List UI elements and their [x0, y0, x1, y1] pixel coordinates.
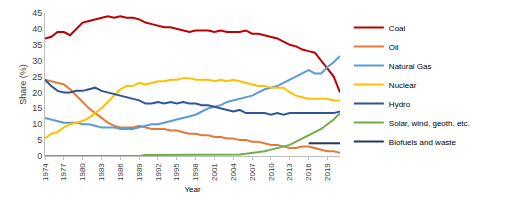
svg-text:2001: 2001	[210, 163, 219, 181]
svg-text:Natural Gas: Natural Gas	[389, 62, 432, 71]
svg-text:2019: 2019	[323, 163, 332, 181]
svg-text:1977: 1977	[59, 163, 68, 181]
svg-text:1974: 1974	[41, 163, 50, 181]
svg-text:20: 20	[32, 88, 42, 98]
svg-text:5: 5	[37, 135, 42, 145]
svg-text:Nuclear: Nuclear	[389, 81, 417, 90]
svg-text:1983: 1983	[97, 163, 106, 181]
svg-text:Coal: Coal	[389, 24, 406, 33]
svg-text:Year: Year	[184, 185, 201, 194]
svg-text:2007: 2007	[248, 163, 257, 181]
svg-text:0: 0	[37, 151, 42, 161]
svg-text:2013: 2013	[285, 163, 294, 181]
svg-text:1995: 1995	[172, 163, 181, 181]
svg-text:35: 35	[32, 40, 42, 50]
svg-text:1989: 1989	[135, 163, 144, 181]
svg-text:Hydro: Hydro	[389, 100, 411, 109]
svg-text:1986: 1986	[116, 163, 125, 181]
svg-text:1998: 1998	[191, 163, 200, 181]
svg-text:1992: 1992	[154, 163, 163, 181]
svg-text:45: 45	[32, 8, 42, 18]
svg-text:10: 10	[32, 119, 42, 129]
svg-text:15: 15	[32, 103, 42, 113]
svg-text:Oil: Oil	[389, 43, 399, 52]
svg-text:Biofuels and waste: Biofuels and waste	[389, 138, 457, 147]
svg-text:30: 30	[32, 56, 42, 66]
svg-text:40: 40	[32, 24, 42, 34]
svg-text:2004: 2004	[229, 163, 238, 181]
svg-text:Solar, wind, geoth. etc.: Solar, wind, geoth. etc.	[389, 119, 470, 128]
svg-text:2010: 2010	[267, 163, 276, 181]
svg-text:2016: 2016	[304, 163, 313, 181]
svg-text:Share (%): Share (%)	[18, 64, 28, 105]
svg-text:25: 25	[32, 72, 42, 82]
svg-text:1980: 1980	[78, 163, 87, 181]
